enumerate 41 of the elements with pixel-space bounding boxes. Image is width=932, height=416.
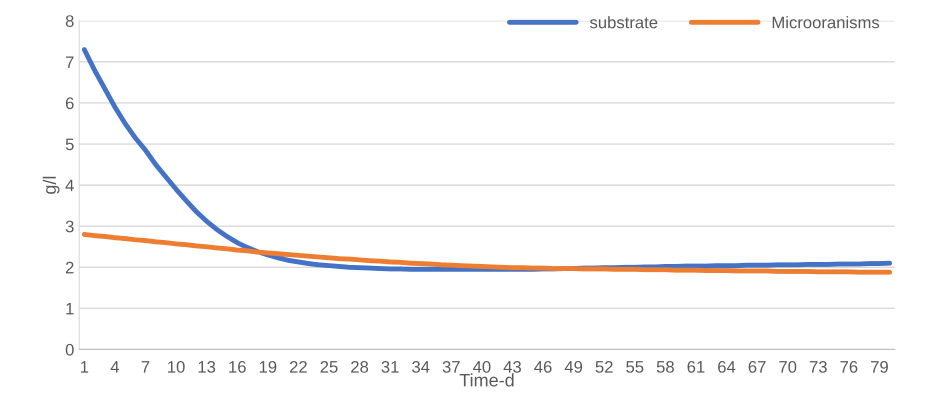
y-tick-label: 7 [66,56,74,68]
x-tick-label: 16 [229,360,246,373]
x-tick-label: 34 [412,360,430,373]
x-tick-label: 64 [718,360,736,373]
x-tick-label: 1 [80,361,88,373]
y-tick-label: 4 [65,180,74,192]
x-axis-title: Time-d [460,373,514,387]
y-tick-label: 2 [66,262,74,274]
y-tick-label: 0 [66,344,74,356]
y-tick-label: 8 [66,15,74,28]
x-tick-label: 58 [656,360,674,373]
x-tick-label: 40 [472,360,490,373]
x-tick-label: 31 [381,360,399,373]
x-tick-label: 61 [688,360,704,373]
y-tick-label: 1 [66,302,74,314]
x-tick-label: 22 [290,360,307,373]
x-tick-label: 67 [748,360,766,373]
x-tick-label: 10 [168,360,185,373]
x-tick-label: 73 [810,360,827,373]
x-tick-label: 28 [351,360,368,373]
x-tick-label: 43 [504,360,521,373]
y-tick-label: 6 [66,97,74,110]
line-series [82,232,892,275]
y-axis-title: g/l [42,176,60,194]
x-tick-label: 46 [534,360,552,373]
x-tick-label: 76 [840,360,858,373]
legend-label: substrate [590,16,658,28]
x-tick-label: 7 [142,361,150,373]
legend-label: Microoranisms [772,16,880,28]
y-tick-label: 3 [66,220,74,232]
x-tick-label: 25 [320,360,338,373]
x-tick-label: 37 [442,360,460,373]
x-tick-label: 19 [260,360,276,373]
x-tick-label: 70 [779,360,796,373]
x-tick-label: 13 [198,360,216,373]
y-tick-label: 5 [66,138,74,150]
x-tick-label: 52 [596,360,613,373]
x-tick-label: 49 [564,360,582,373]
x-tick-label: 55 [626,361,644,373]
x-tick-label: 4 [110,361,120,373]
x-tick-label: 79 [871,360,888,373]
